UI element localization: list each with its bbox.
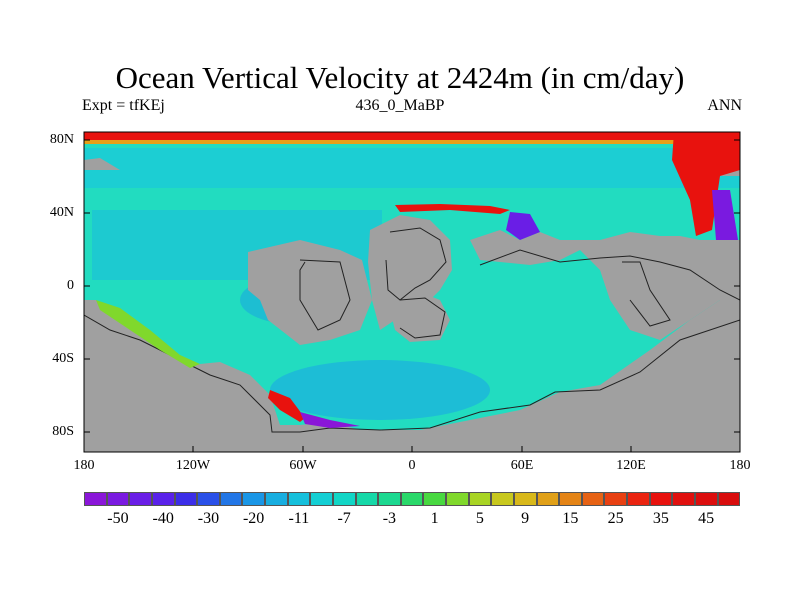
colorbar-box xyxy=(672,492,695,506)
ytick-label: 40N xyxy=(49,205,74,220)
land-north-america xyxy=(84,148,120,170)
colorbar-box xyxy=(536,492,560,506)
colorbar-box xyxy=(242,492,265,506)
age-label: 436_0_MaBP xyxy=(355,97,445,114)
colorbar-label: 5 xyxy=(475,510,484,527)
colorbar-label: -40 xyxy=(152,510,174,527)
colorbar-label: 45 xyxy=(698,510,715,527)
xtick-label: 0 xyxy=(408,458,416,473)
colorbar-box xyxy=(627,492,650,506)
colorbar-label: 15 xyxy=(562,510,579,527)
colorbar-box xyxy=(581,492,605,506)
chart-title: Ocean Vertical Velocity at 2424m (in cm/… xyxy=(115,60,685,95)
colorbar-box xyxy=(604,492,627,506)
arctic-orange-band xyxy=(84,140,674,144)
colorbar-box xyxy=(174,492,198,506)
western-green-rim xyxy=(96,300,200,368)
northeast-red-plume xyxy=(672,132,740,236)
xtick-label: 180 xyxy=(729,458,751,473)
ytick-label: 0 xyxy=(67,278,74,293)
colorbar-box xyxy=(310,492,333,506)
colorbar-box xyxy=(151,492,175,506)
colorbar-label: 1 xyxy=(430,510,439,527)
colorbar-box xyxy=(378,492,401,506)
purple-eddy xyxy=(506,212,540,240)
coast-africa xyxy=(385,227,447,301)
colorbar-box xyxy=(106,492,130,506)
colorbar-box xyxy=(468,492,492,506)
southern-purple-rim xyxy=(300,412,360,428)
colorbar-box xyxy=(129,492,152,506)
colorbar-box xyxy=(265,492,288,506)
xtick-label: 120E xyxy=(616,458,646,473)
colorbar-labels: -50 -40 -30 -20 -11 -7 -3 1 5 9 15 25 35 45 xyxy=(0,510,800,530)
colorbar-label: -7 xyxy=(337,510,351,527)
xtick-label: 120W xyxy=(175,458,211,473)
colorbar-box xyxy=(559,492,582,506)
colorbar-box xyxy=(332,492,356,506)
ocean-patch-south xyxy=(270,360,490,420)
colorbar-box xyxy=(84,492,107,506)
colorbar-label: 25 xyxy=(607,510,624,527)
colorbar-label: 35 xyxy=(652,510,669,527)
colorbar-box xyxy=(694,492,718,506)
southern-red-rim xyxy=(268,390,305,422)
colorbar-label: 9 xyxy=(521,510,530,527)
colorbar-box xyxy=(717,492,741,506)
colorbar-label: -50 xyxy=(107,510,129,527)
ytick-label: 40S xyxy=(52,351,74,366)
colorbar-label: -11 xyxy=(288,510,310,527)
colorbar-box xyxy=(355,492,379,506)
xtick-label: 180 xyxy=(73,458,95,473)
experiment-label: Expt = tfKEj xyxy=(82,97,165,114)
ocean-patch-north xyxy=(84,148,740,188)
coast-south-america xyxy=(299,259,351,331)
land-antarctica xyxy=(84,300,740,452)
colorbar-box xyxy=(513,492,537,506)
colorbar-box xyxy=(446,492,469,506)
coast-asia xyxy=(479,249,740,301)
land-australia-india xyxy=(390,290,450,342)
colorbar-box xyxy=(423,492,446,506)
xtick-label: 60E xyxy=(510,458,534,473)
colorbar-box xyxy=(491,492,514,506)
colorbar-label: -3 xyxy=(382,510,397,527)
colorbar-box xyxy=(219,492,243,506)
coast-tropic-islands xyxy=(622,261,671,327)
colorbar-box xyxy=(400,492,424,506)
colorbar-box xyxy=(287,492,311,506)
colorbar-box xyxy=(197,492,220,506)
season-label: ANN xyxy=(707,97,742,114)
xtick-label: 60W xyxy=(289,458,317,473)
northeast-purple-plume xyxy=(712,190,738,240)
ytick-label: 80S xyxy=(52,424,74,439)
arctic-red-band xyxy=(84,132,674,140)
axis-ticks xyxy=(83,139,741,452)
ytick-label: 80N xyxy=(49,132,74,147)
coast-australia xyxy=(399,297,446,339)
colorbar-label: -20 xyxy=(242,510,265,527)
colorbar-label: -30 xyxy=(197,510,220,527)
colorbar xyxy=(84,492,741,506)
subtropical-red-front xyxy=(395,204,510,214)
colorbar-box xyxy=(649,492,673,506)
land-africa xyxy=(368,215,452,330)
land-asia xyxy=(470,230,740,340)
